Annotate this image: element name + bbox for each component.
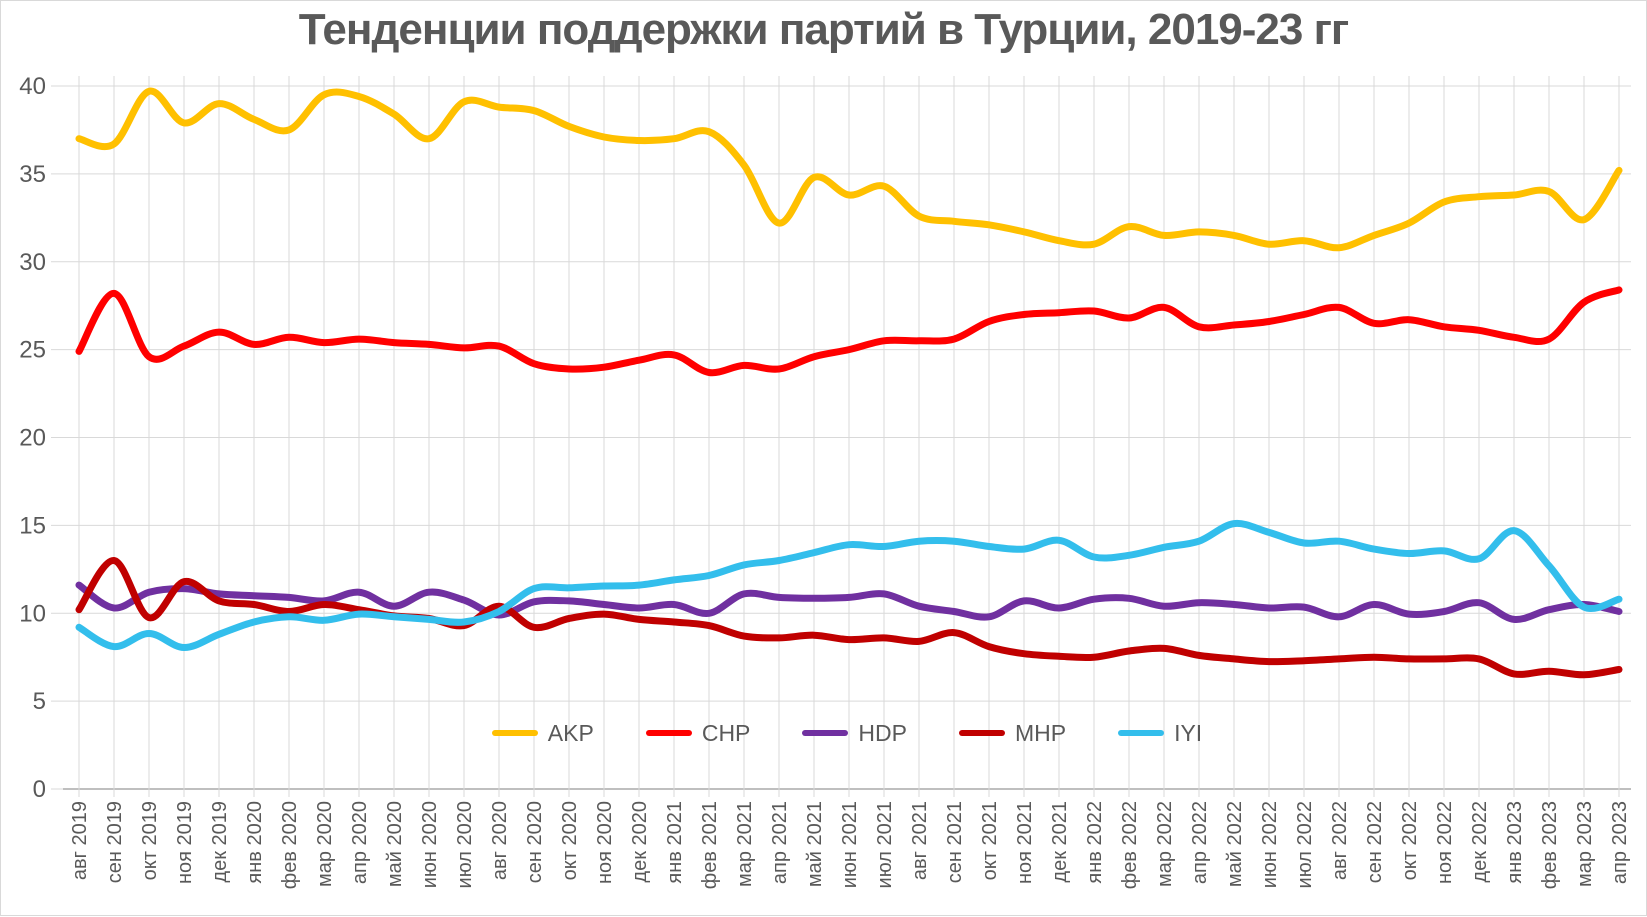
- x-axis-tick-label: апр 2020: [349, 801, 371, 884]
- series-line-hdp[interactable]: [75, 581, 1623, 623]
- legend-label: AKP: [547, 719, 594, 746]
- x-axis-tick-label: июн 2020: [419, 801, 441, 888]
- x-axis-tick-label: фев 2020: [279, 801, 301, 889]
- x-axis-tick-label: ноя 2019: [174, 801, 196, 884]
- x-axis-tick-label: май 2022: [1224, 801, 1246, 887]
- x-axis-tick-label: июн 2021: [839, 801, 861, 888]
- x-axis-tick-label: авг 2022: [1329, 801, 1351, 880]
- x-axis-tick-label: окт 2021: [979, 801, 1001, 880]
- x-axis-tick-label: май 2021: [804, 801, 826, 887]
- series-line-akp[interactable]: [75, 87, 1623, 252]
- x-axis-tick-label: мар 2020: [314, 801, 336, 887]
- x-axis-tick-label: апр 2022: [1189, 801, 1211, 884]
- x-axis-tick-label: фев 2021: [699, 801, 721, 889]
- y-axis-tick-label: 5: [33, 688, 46, 715]
- x-axis-tick-label: сен 2022: [1364, 801, 1386, 883]
- legend-swatch-hdp: [802, 730, 849, 736]
- x-axis-tick-label: янв 2022: [1084, 801, 1106, 884]
- x-axis-tick-label: мар 2022: [1154, 801, 1176, 887]
- x-axis-tick-label: янв 2021: [664, 801, 686, 884]
- x-axis-tick-label: окт 2019: [139, 801, 161, 880]
- x-axis-tick-label: ноя 2022: [1434, 801, 1456, 884]
- x-axis-tick-label: июн 2022: [1259, 801, 1281, 888]
- y-axis-tick-label: 15: [19, 512, 46, 539]
- legend-label: CHP: [701, 719, 751, 746]
- legend-item-hdp[interactable]: HDP: [802, 720, 907, 747]
- y-axis-tick-label: 35: [19, 161, 46, 188]
- x-axis-tick-label: ноя 2020: [594, 801, 616, 884]
- x-axis-tick-label: сен 2019: [104, 801, 126, 883]
- x-axis-tick-label: апр 2021: [769, 801, 791, 884]
- x-axis-tick-label: авг 2020: [489, 801, 511, 880]
- x-axis-tick-label: сен 2020: [524, 801, 546, 883]
- series-line-chp[interactable]: [75, 286, 1623, 377]
- x-axis-tick-label: дек 2022: [1469, 801, 1491, 883]
- x-axis-tick-label: дек 2019: [209, 801, 231, 883]
- x-axis-tick-label: июл 2021: [874, 801, 896, 888]
- legend-label: MHP: [1014, 719, 1067, 746]
- legend-item-akp[interactable]: AKP: [491, 719, 594, 747]
- x-axis-tick-label: янв 2020: [244, 801, 266, 884]
- legend-swatch-iyi: [1118, 730, 1165, 736]
- chart-title: Тенденции поддержки партий в Турции, 201…: [298, 5, 1349, 54]
- x-axis-tick-label: мар 2023: [1574, 801, 1596, 887]
- legend-item-mhp[interactable]: MHP: [958, 719, 1067, 747]
- x-axis-tick-label: дек 2021: [1049, 801, 1071, 883]
- legend-swatch-mhp: [958, 730, 1005, 736]
- legend-label: HDP: [858, 719, 907, 746]
- x-axis-tick-label: фев 2022: [1119, 801, 1141, 889]
- x-axis-tick-label: янв 2023: [1504, 801, 1526, 884]
- y-axis-tick-label: 40: [19, 73, 46, 100]
- y-axis-tick-label: 25: [19, 337, 46, 364]
- x-axis-tick-label: авг 2019: [69, 801, 91, 880]
- x-axis-tick-label: ноя 2021: [1014, 801, 1036, 884]
- x-axis-tick-label: окт 2020: [559, 801, 581, 880]
- x-axis-tick-label: окт 2022: [1399, 801, 1421, 880]
- x-axis-tick-label: фев 2023: [1539, 801, 1561, 889]
- x-axis-tick-label: дек 2020: [629, 801, 651, 883]
- x-axis-tick-label: мар 2021: [734, 801, 756, 887]
- legend-item-chp[interactable]: CHP: [645, 719, 751, 747]
- series-line-mhp[interactable]: [75, 557, 1623, 679]
- y-axis-tick-label: 20: [19, 425, 46, 452]
- y-axis-tick-label: 0: [33, 776, 46, 803]
- series-line-iyi[interactable]: [75, 519, 1623, 652]
- legend-item-iyi[interactable]: IYI: [1118, 720, 1202, 747]
- chart-legend: AKP CHP HDP MHP IYI: [63, 711, 1631, 755]
- x-axis-tick-label: июл 2020: [454, 801, 476, 888]
- x-axis-tick-label: апр 2023: [1609, 801, 1631, 884]
- y-axis-tick-label: 30: [19, 249, 46, 276]
- legend-swatch-akp: [491, 730, 538, 736]
- legend-label: IYI: [1174, 719, 1203, 746]
- legend-swatch-chp: [645, 730, 692, 736]
- x-axis-tick-label: авг 2021: [909, 801, 931, 880]
- y-axis-tick-label: 10: [19, 600, 46, 627]
- x-axis-tick-label: сен 2021: [944, 801, 966, 883]
- x-axis-tick-label: июл 2022: [1294, 801, 1316, 888]
- x-axis-tick-label: май 2020: [384, 801, 406, 887]
